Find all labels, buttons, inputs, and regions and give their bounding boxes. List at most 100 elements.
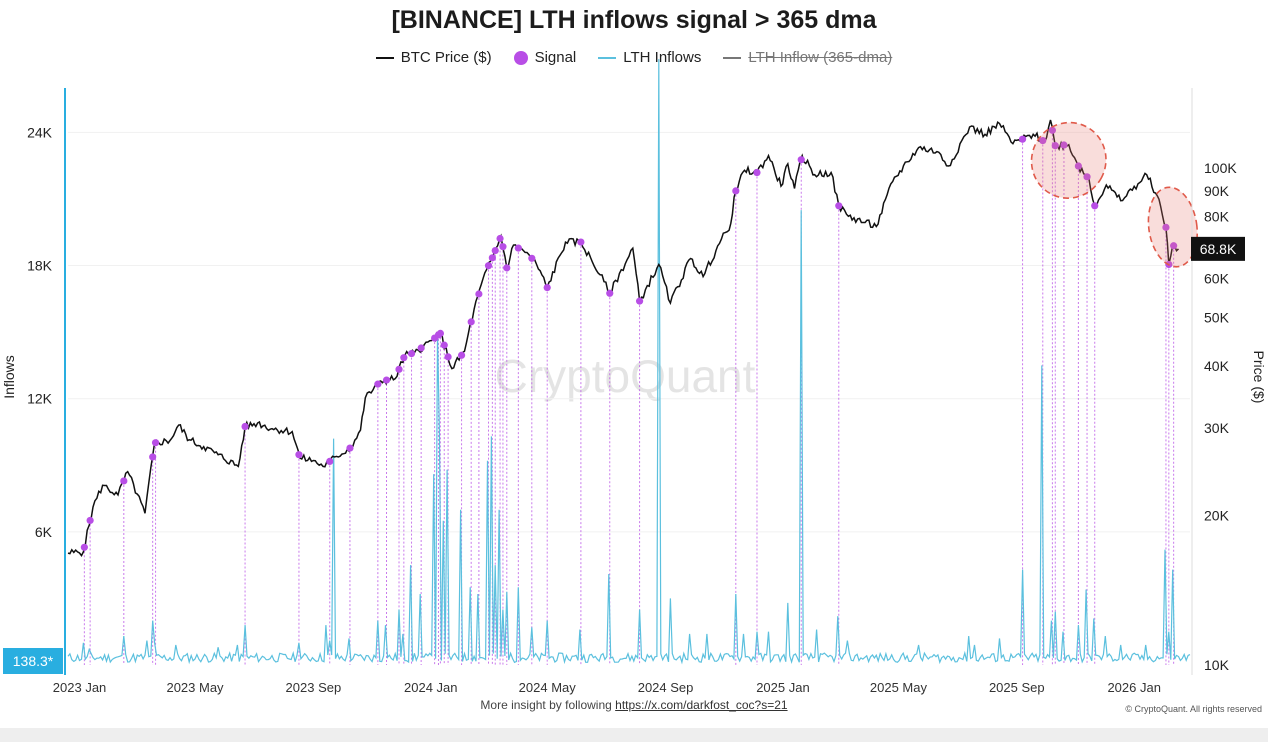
signal-dot-6 xyxy=(295,451,303,459)
signal-dot-10 xyxy=(382,376,391,384)
annotation-ellipse-drop xyxy=(1147,186,1199,268)
y-right-tick-0: 10K xyxy=(1204,657,1230,673)
signal-dot-32 xyxy=(577,238,585,246)
signal-dot-28 xyxy=(503,264,511,272)
y-right-tick-1: 20K xyxy=(1204,507,1230,523)
x-tick-3: 2024 Jan xyxy=(404,680,458,695)
signal-dot-47 xyxy=(1162,223,1170,231)
legend-label-signal: Signal xyxy=(534,49,577,66)
signal-dot-24 xyxy=(488,254,496,262)
y-right-tick-7: 90K xyxy=(1204,183,1230,199)
y-right-tick-8: 100K xyxy=(1204,160,1237,176)
x-tick-0: 2023 Jan xyxy=(53,680,107,695)
signal-dot-25 xyxy=(491,246,499,255)
signal-dot-3 xyxy=(149,453,157,461)
x-tick-8: 2025 Sep xyxy=(989,680,1045,695)
y-left-tick-3: 24K xyxy=(27,124,53,140)
current-price-badge xyxy=(1191,236,1245,261)
signal-dot-36 xyxy=(753,168,761,177)
bottom-bar xyxy=(0,728,1268,742)
signal-dot-5 xyxy=(241,422,249,431)
legend-swatch-price xyxy=(375,56,394,59)
signal-dot-35 xyxy=(732,187,740,195)
signal-dot-18 xyxy=(440,341,448,349)
x-tick-1: 2023 May xyxy=(166,680,224,695)
signal-dot-30 xyxy=(528,254,536,262)
y-right-tick-3: 40K xyxy=(1204,358,1230,374)
signal-dot-46 xyxy=(1091,202,1099,210)
signal-dot-19 xyxy=(444,353,452,361)
y-right-tick-6: 80K xyxy=(1204,208,1230,224)
signal-dot-40 xyxy=(1039,136,1047,145)
y-left-tick-2: 18K xyxy=(27,258,53,274)
x-tick-9: 2026 Jan xyxy=(1107,680,1161,695)
current-price-label: 68.8K xyxy=(1200,241,1237,257)
signal-dot-7 xyxy=(326,457,334,465)
signal-dot-44 xyxy=(1074,162,1082,170)
signal-dot-26 xyxy=(496,234,504,243)
lth-inflows-line xyxy=(67,59,1191,665)
legend-swatch-inflow-365 xyxy=(723,56,742,59)
x-tick-2: 2023 Sep xyxy=(286,680,342,695)
legend-label-lth-inflow-365: LTH Inflow (365-dma) xyxy=(748,49,893,66)
x-tick-5: 2024 Sep xyxy=(638,680,694,695)
signal-dot-0 xyxy=(80,543,88,551)
signal-dot-45 xyxy=(1083,173,1091,181)
signal-dot-4 xyxy=(151,439,160,447)
signal-dot-37 xyxy=(797,156,805,164)
signal-dot-14 xyxy=(417,344,425,352)
signal-dot-27 xyxy=(499,243,507,251)
signal-dot-11 xyxy=(395,365,403,373)
chart-title: [BINANCE] LTH inflows signal > 365 dma xyxy=(391,6,877,34)
y-left-axis-label: Inflows xyxy=(1,355,17,399)
signal-dot-43 xyxy=(1060,141,1068,149)
signal-dot-34 xyxy=(635,297,644,305)
signal-dot-29 xyxy=(514,244,522,252)
legend-item-lth-inflows[interactable]: LTH Inflows xyxy=(598,49,701,66)
legend-swatch-inflows xyxy=(598,56,617,59)
x-tick-4: 2024 May xyxy=(519,680,577,695)
signal-dot-23 xyxy=(484,262,493,270)
signal-dot-17 xyxy=(436,329,444,337)
x-tick-7: 2025 May xyxy=(870,680,928,695)
current-inflow-label: 138.3* xyxy=(13,653,54,669)
signal-dot-1 xyxy=(86,516,94,525)
btc-price-line xyxy=(67,119,1180,558)
signal-dot-31 xyxy=(543,283,551,292)
signal-dot-38 xyxy=(835,202,843,210)
legend-item-btc-price[interactable]: BTC Price ($) xyxy=(375,49,492,66)
signal-dot-13 xyxy=(407,349,416,358)
copyright-text: © CryptoQuant. All rights reserved xyxy=(1125,704,1262,714)
y-right-axis-label: Price ($) xyxy=(1251,351,1267,404)
signal-dot-12 xyxy=(400,354,408,362)
legend-swatch-signal xyxy=(513,50,528,65)
x-tick-6: 2025 Jan xyxy=(756,680,810,695)
footer-link[interactable]: https://x.com/darkfost_coc?s=21 xyxy=(615,698,788,712)
signal-dot-21 xyxy=(467,318,475,326)
signal-dot-33 xyxy=(606,289,614,297)
signal-dot-20 xyxy=(457,351,466,359)
watermark: CryptoQuant xyxy=(495,350,756,402)
y-right-tick-5: 60K xyxy=(1204,270,1230,286)
signal-dot-42 xyxy=(1051,142,1059,150)
signal-dot-22 xyxy=(475,290,483,298)
current-inflow-badge xyxy=(3,648,63,674)
annotation-ellipse-peak xyxy=(1030,121,1107,199)
y-left-tick-0: 6K xyxy=(35,524,53,540)
chart-legend: BTC Price ($) Signal LTH Inflows LTH Inf… xyxy=(0,49,1268,66)
y-right-tick-2: 30K xyxy=(1204,420,1230,436)
signal-dot-8 xyxy=(346,444,354,452)
legend-item-lth-inflow-365[interactable]: LTH Inflow (365-dma) xyxy=(723,49,892,66)
y-left-tick-1: 12K xyxy=(27,391,53,407)
y-right-tick-4: 50K xyxy=(1204,310,1230,326)
legend-label-lth-inflows: LTH Inflows xyxy=(623,49,702,66)
footer-text: More insight by following xyxy=(480,698,612,712)
legend-item-signal[interactable]: Signal xyxy=(513,49,577,66)
signal-dot-2 xyxy=(120,477,128,485)
signal-dot-49 xyxy=(1170,242,1178,250)
signal-dot-41 xyxy=(1048,126,1056,134)
signal-dot-39 xyxy=(1018,135,1027,143)
legend-label-btc-price: BTC Price ($) xyxy=(400,49,492,66)
signal-dot-9 xyxy=(374,380,382,388)
